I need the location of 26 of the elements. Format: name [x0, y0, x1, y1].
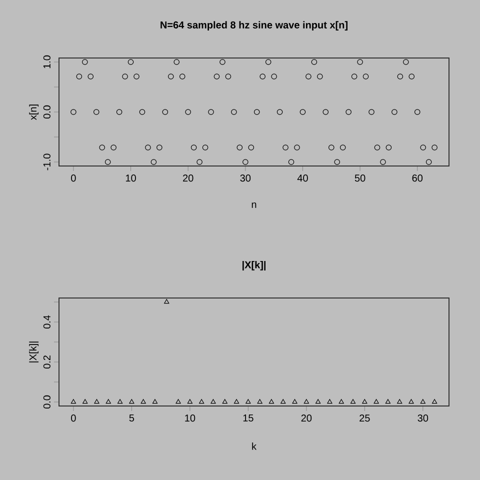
y-tick-label: -1.0 [43, 154, 50, 170]
chart-title: N=64 sampled 8 hz sine wave input x[n] [160, 21, 348, 30]
x-axis-title: k [252, 442, 257, 450]
x-tick-label: 20 [301, 414, 312, 422]
x-tick-label: 20 [183, 174, 194, 182]
x-tick-label: 30 [418, 414, 428, 422]
x-tick-label: 5 [129, 414, 134, 422]
x-tick-label: 0 [71, 174, 76, 182]
x-tick-label: 25 [360, 414, 370, 422]
x-tick-label: 10 [126, 174, 136, 182]
x-tick-label: 50 [354, 174, 366, 182]
x-tick-label: 60 [412, 174, 423, 182]
x-axis-title: n [252, 202, 256, 208]
x-tick-label: 40 [297, 174, 308, 182]
chart-title: |X[k]| [242, 261, 266, 270]
y-tick-label: 0.4 [43, 315, 50, 329]
y-tick-label: 0.0 [43, 395, 50, 409]
x-tick-label: 15 [243, 414, 254, 422]
y-axis-title: |X[k]| [29, 342, 39, 362]
x-tick-label: 0 [71, 414, 76, 422]
x-tick-label: 10 [185, 414, 196, 422]
y-axis-title: x[n] [29, 104, 39, 120]
x-tick-label: 30 [240, 174, 251, 182]
y-tick-label: 0.0 [43, 105, 50, 119]
y-tick-label: 0.2 [43, 356, 50, 369]
y-tick-label: 1.0 [43, 55, 50, 68]
